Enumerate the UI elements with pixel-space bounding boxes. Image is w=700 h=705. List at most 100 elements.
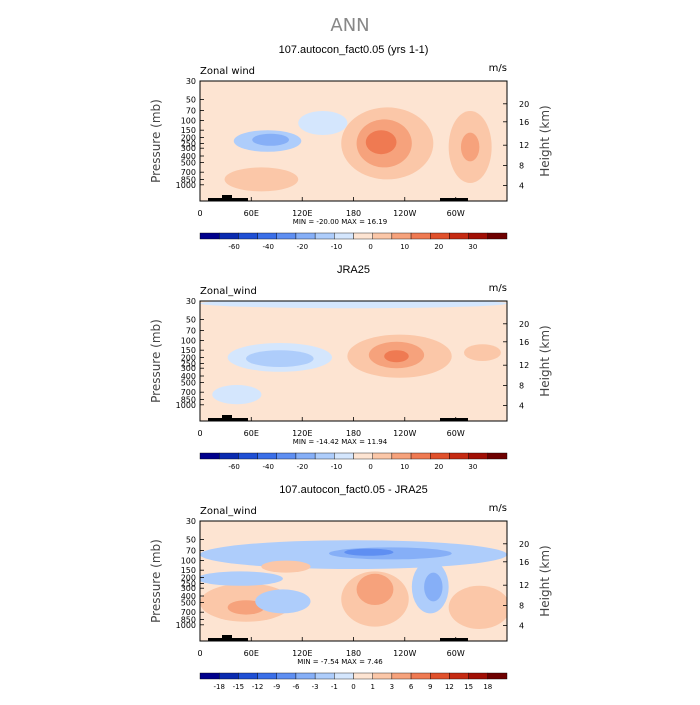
x-tick-label: 180 xyxy=(346,649,361,658)
colorbar-label: -18 xyxy=(213,683,224,691)
pressure-tick-label: 30 xyxy=(186,297,196,306)
pressure-tick-label: 200 xyxy=(181,353,196,362)
contour-field xyxy=(200,81,507,201)
colorbar-label: -3 xyxy=(312,683,319,691)
pressure-tick-label: 100 xyxy=(181,337,196,346)
x-tick-label: 60E xyxy=(244,209,259,218)
height-tick-label: 20 xyxy=(519,320,529,329)
height-tick-label: 4 xyxy=(519,181,524,190)
pressure-tick-label: 30 xyxy=(186,517,196,526)
colorbar-swatch xyxy=(238,672,258,680)
colorbar-swatch xyxy=(410,452,431,460)
variable-label: Zonal wind xyxy=(200,66,255,77)
colorbar-swatch xyxy=(468,452,489,460)
pressure-tick-label: 850 xyxy=(181,395,196,404)
height-tick-label: 8 xyxy=(519,382,524,391)
topography xyxy=(222,195,232,201)
height-axis-title: Height (km) xyxy=(538,105,552,176)
colorbar-label: 3 xyxy=(390,683,394,691)
colorbar-swatch xyxy=(468,672,489,680)
x-tick-label: 0 xyxy=(197,649,202,658)
topography xyxy=(222,415,232,421)
colorbar-swatch xyxy=(314,232,335,240)
units-label: m/s xyxy=(489,283,507,294)
height-tick-label: 20 xyxy=(519,540,529,549)
x-tick-label: 120E xyxy=(292,209,312,218)
colorbar-swatch xyxy=(295,672,316,680)
colorbar-label: 30 xyxy=(468,243,477,251)
colorbar-swatch xyxy=(276,452,297,460)
x-tick-label: 60W xyxy=(447,209,465,218)
colorbar-swatch xyxy=(430,452,450,460)
colorbar-label: -10 xyxy=(331,463,342,471)
colorbar-swatch xyxy=(430,672,450,680)
contour-region xyxy=(298,111,348,135)
pressure-tick-label: 50 xyxy=(186,536,196,545)
colorbar-label: 0 xyxy=(351,683,355,691)
min-max-stats: MIN = -20.00 MAX = 16.19 xyxy=(293,218,387,226)
colorbar-swatch xyxy=(238,232,258,240)
pressure-tick-label: 1000 xyxy=(176,181,196,190)
colorbar-swatch xyxy=(257,672,277,680)
colorbar-swatch xyxy=(334,232,354,240)
colorbar-label: 18 xyxy=(483,683,492,691)
x-tick-label: 120E xyxy=(292,429,312,438)
height-tick-label: 12 xyxy=(519,581,529,590)
colorbar-swatch xyxy=(391,452,412,460)
pressure-tick-label: 50 xyxy=(186,96,196,105)
units-label: m/s xyxy=(489,503,507,514)
colorbar-swatch xyxy=(199,452,220,460)
colorbar-swatch xyxy=(199,232,220,240)
units-label: m/s xyxy=(489,63,507,74)
colorbar-swatch xyxy=(468,232,489,240)
contour-region xyxy=(261,560,311,573)
pressure-tick-label: 70 xyxy=(186,546,196,555)
colorbar-label: -9 xyxy=(273,683,280,691)
colorbar-label: 20 xyxy=(434,243,443,251)
contour-region xyxy=(356,573,394,606)
contour-field xyxy=(200,521,507,641)
pressure-axis-title: Pressure (mb) xyxy=(149,319,163,403)
pressure-tick-label: 300 xyxy=(181,584,196,593)
colorbar-label: -6 xyxy=(292,683,300,691)
colorbar-swatch xyxy=(218,452,239,460)
topography xyxy=(222,635,232,641)
x-tick-label: 60W xyxy=(447,649,465,658)
x-tick-label: 60W xyxy=(447,429,465,438)
pressure-tick-label: 250 xyxy=(181,359,196,368)
contour-region xyxy=(460,132,480,162)
pressure-tick-label: 200 xyxy=(181,133,196,142)
panel-1: 107.autocon_fact0.05 (yrs 1-1) Zonal wind… xyxy=(149,44,552,251)
contour-region xyxy=(200,571,283,586)
x-tick-label: 120W xyxy=(393,429,416,438)
colorbar-label: 10 xyxy=(400,243,409,251)
colorbar-label: 6 xyxy=(409,683,414,691)
pressure-axis-title: Pressure (mb) xyxy=(149,539,163,623)
colorbar-swatch xyxy=(257,452,277,460)
pressure-axis-title: Pressure (mb) xyxy=(149,99,163,183)
pressure-tick-label: 250 xyxy=(181,579,196,588)
colorbar-swatch xyxy=(295,452,316,460)
colorbar-swatch xyxy=(238,452,258,460)
pressure-tick-label: 30 xyxy=(186,77,196,86)
contour-field xyxy=(200,301,507,421)
pressure-tick-label: 500 xyxy=(181,159,196,168)
pressure-tick-label: 400 xyxy=(181,592,196,601)
topography xyxy=(440,638,468,641)
height-tick-label: 12 xyxy=(519,361,529,370)
colorbar-label: 30 xyxy=(468,463,477,471)
contour-region xyxy=(464,344,501,361)
panel-title: 107.autocon_fact0.05 - JRA25 xyxy=(279,484,428,496)
colorbar-swatch xyxy=(410,672,431,680)
height-tick-label: 12 xyxy=(519,141,529,150)
x-tick-label: 180 xyxy=(346,429,361,438)
colorbar-swatch xyxy=(257,232,277,240)
colorbar-label: -60 xyxy=(228,463,239,471)
contour-region xyxy=(224,167,299,192)
topography xyxy=(440,198,468,201)
pressure-tick-label: 150 xyxy=(181,566,196,575)
pressure-tick-label: 300 xyxy=(181,144,196,153)
contour-region xyxy=(200,301,507,309)
colorbar-swatch xyxy=(276,672,297,680)
